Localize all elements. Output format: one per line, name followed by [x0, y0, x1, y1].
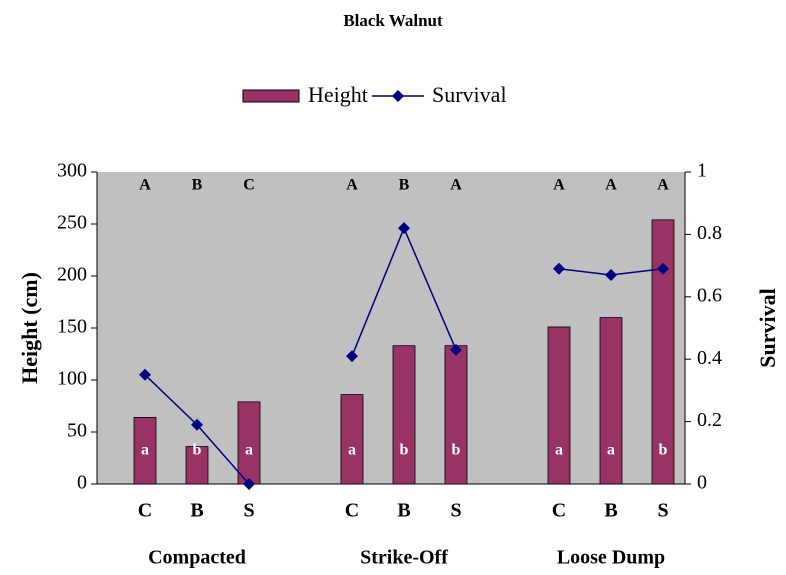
- bar-label: b: [659, 442, 668, 459]
- survival-marker: [553, 262, 565, 275]
- group-label: Loose Dump: [557, 547, 665, 569]
- y-tick-label: 50: [67, 420, 87, 442]
- survival-marker: [346, 350, 358, 363]
- top-label: A: [657, 177, 669, 194]
- survival-marker: [191, 418, 203, 431]
- x-tick-label: B: [190, 500, 203, 522]
- y-tick-label: 0: [77, 472, 87, 494]
- survival-marker: [139, 368, 151, 381]
- top-label: A: [553, 177, 565, 194]
- y2-axis-label: Survival: [755, 288, 780, 367]
- y2-tick-label: 1: [697, 160, 707, 182]
- y2-tick-label: 0.2: [697, 409, 722, 431]
- y-tick-label: 300: [57, 160, 87, 182]
- legend-label: Height: [308, 82, 368, 107]
- legend-swatch: [242, 89, 300, 103]
- bar-label: b: [400, 442, 409, 459]
- y-tick-label: 200: [57, 264, 87, 286]
- bar: [599, 317, 623, 485]
- bar-label: b: [452, 442, 461, 459]
- legend-marker: [392, 90, 404, 102]
- x-tick-label: B: [397, 500, 410, 522]
- legend-label: Survival: [432, 82, 507, 107]
- x-tick-label: C: [138, 500, 152, 522]
- y-tick-label: 250: [57, 212, 87, 234]
- x-tick-label: S: [450, 500, 461, 522]
- x-tick-label: S: [243, 500, 254, 522]
- top-label: B: [399, 177, 410, 194]
- bar: [340, 394, 364, 485]
- y2-tick-label: 0: [697, 472, 707, 494]
- bar-label: a: [245, 442, 253, 459]
- top-label: A: [346, 177, 358, 194]
- x-tick-label: C: [552, 500, 566, 522]
- bar: [444, 345, 468, 485]
- y-tick-label: 150: [57, 316, 87, 338]
- y2-tick-label: 0.8: [697, 222, 722, 244]
- survival-marker: [450, 343, 462, 356]
- bar: [185, 446, 209, 485]
- top-label: A: [605, 177, 617, 194]
- bar: [392, 345, 416, 485]
- bar: [133, 417, 157, 485]
- top-label: B: [192, 177, 203, 194]
- y2-tick-label: 0.4: [697, 347, 722, 369]
- bar-label: a: [141, 442, 149, 459]
- y2-tick-label: 0.6: [697, 284, 722, 306]
- survival-marker: [398, 222, 410, 235]
- top-label: A: [450, 177, 462, 194]
- bar-label: a: [607, 442, 615, 459]
- plot-area: [97, 172, 685, 484]
- top-label: A: [139, 177, 151, 194]
- bar: [651, 219, 675, 485]
- y-axis-label: Height (cm): [17, 272, 42, 384]
- x-tick-label: B: [604, 500, 617, 522]
- x-tick-label: S: [657, 500, 668, 522]
- chart-title: Black Walnut: [343, 11, 443, 30]
- survival-marker: [605, 268, 617, 281]
- survival-marker: [657, 262, 669, 275]
- y-tick-label: 100: [57, 368, 87, 390]
- bar-label: a: [555, 442, 563, 459]
- bar: [547, 326, 571, 485]
- bar-label: a: [348, 442, 356, 459]
- survival-marker: [243, 478, 255, 490]
- top-label: C: [243, 177, 255, 194]
- group-label: Compacted: [148, 547, 246, 569]
- bar-label: b: [193, 442, 202, 459]
- group-label: Strike-Off: [360, 547, 448, 569]
- x-tick-label: C: [345, 500, 359, 522]
